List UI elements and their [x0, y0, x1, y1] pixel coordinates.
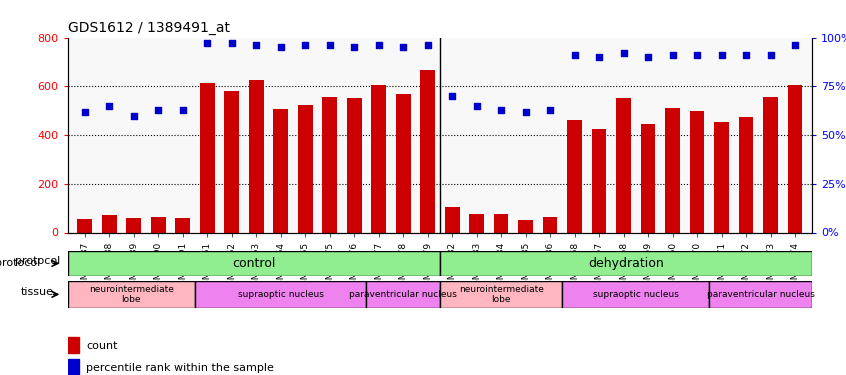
Text: neurointermediate
lobe: neurointermediate lobe — [89, 285, 173, 304]
Text: tissue: tissue — [20, 287, 54, 297]
Point — [470, 103, 483, 109]
Point — [739, 52, 753, 58]
Bar — [175, 218, 190, 232]
Point — [250, 42, 263, 48]
Point — [274, 44, 288, 50]
Bar — [78, 219, 92, 232]
Text: neurointermediate
lobe: neurointermediate lobe — [459, 285, 544, 304]
FancyBboxPatch shape — [709, 281, 812, 308]
Text: protocol: protocol — [14, 256, 60, 266]
Point — [715, 52, 728, 58]
Bar — [568, 120, 582, 232]
Bar — [519, 220, 533, 232]
Point — [494, 106, 508, 112]
Point — [323, 42, 337, 48]
Bar — [224, 91, 239, 232]
FancyBboxPatch shape — [68, 251, 440, 276]
Bar — [445, 207, 459, 232]
Point — [690, 52, 704, 58]
Text: protocol: protocol — [0, 258, 41, 268]
Bar — [689, 111, 705, 232]
Point — [592, 54, 606, 60]
Point — [445, 93, 459, 99]
Point — [127, 112, 140, 118]
Point — [666, 52, 679, 58]
Bar — [68, 359, 79, 375]
Bar — [200, 82, 215, 232]
Bar — [420, 70, 435, 232]
Text: dehydration: dehydration — [588, 257, 664, 270]
Point — [568, 52, 581, 58]
Bar — [640, 124, 656, 232]
Bar — [347, 99, 361, 232]
Bar — [543, 217, 558, 232]
Bar — [788, 85, 802, 232]
Text: control: control — [232, 257, 276, 270]
Point — [372, 42, 386, 48]
Point — [299, 42, 312, 48]
FancyBboxPatch shape — [440, 251, 812, 276]
Bar — [591, 129, 607, 232]
Bar — [714, 122, 729, 232]
FancyBboxPatch shape — [440, 281, 563, 308]
Bar — [151, 217, 166, 232]
Bar — [665, 108, 680, 232]
Point — [421, 42, 435, 48]
Bar — [273, 110, 288, 232]
Bar — [396, 94, 410, 232]
Point — [788, 42, 802, 48]
Point — [151, 106, 165, 112]
Bar — [68, 337, 79, 352]
Text: supraoptic nucleus: supraoptic nucleus — [238, 290, 324, 299]
Point — [348, 44, 361, 50]
Text: paraventricular nucleus: paraventricular nucleus — [349, 290, 457, 299]
Point — [519, 109, 532, 115]
FancyBboxPatch shape — [366, 281, 440, 308]
Bar — [616, 99, 631, 232]
Point — [102, 103, 116, 109]
Bar — [249, 80, 264, 232]
Bar — [322, 97, 337, 232]
Bar — [371, 85, 386, 232]
Bar — [494, 214, 508, 232]
Point — [78, 109, 91, 115]
Point — [617, 50, 630, 56]
Point — [176, 106, 190, 112]
FancyBboxPatch shape — [563, 281, 709, 308]
Point — [201, 40, 214, 46]
Point — [641, 54, 655, 60]
Bar — [126, 218, 141, 232]
Point — [397, 44, 410, 50]
Text: GDS1612 / 1389491_at: GDS1612 / 1389491_at — [68, 21, 229, 35]
Bar — [763, 97, 777, 232]
FancyBboxPatch shape — [195, 281, 366, 308]
Point — [543, 106, 557, 112]
Bar — [298, 105, 312, 232]
Bar — [739, 117, 754, 232]
Bar — [470, 214, 484, 232]
Point — [764, 52, 777, 58]
Text: count: count — [86, 341, 118, 351]
Point — [225, 40, 239, 46]
Bar — [102, 215, 117, 232]
Text: supraoptic nucleus: supraoptic nucleus — [593, 290, 678, 299]
Text: percentile rank within the sample: percentile rank within the sample — [86, 363, 274, 373]
Text: paraventricular nucleus: paraventricular nucleus — [706, 290, 815, 299]
FancyBboxPatch shape — [68, 281, 195, 308]
